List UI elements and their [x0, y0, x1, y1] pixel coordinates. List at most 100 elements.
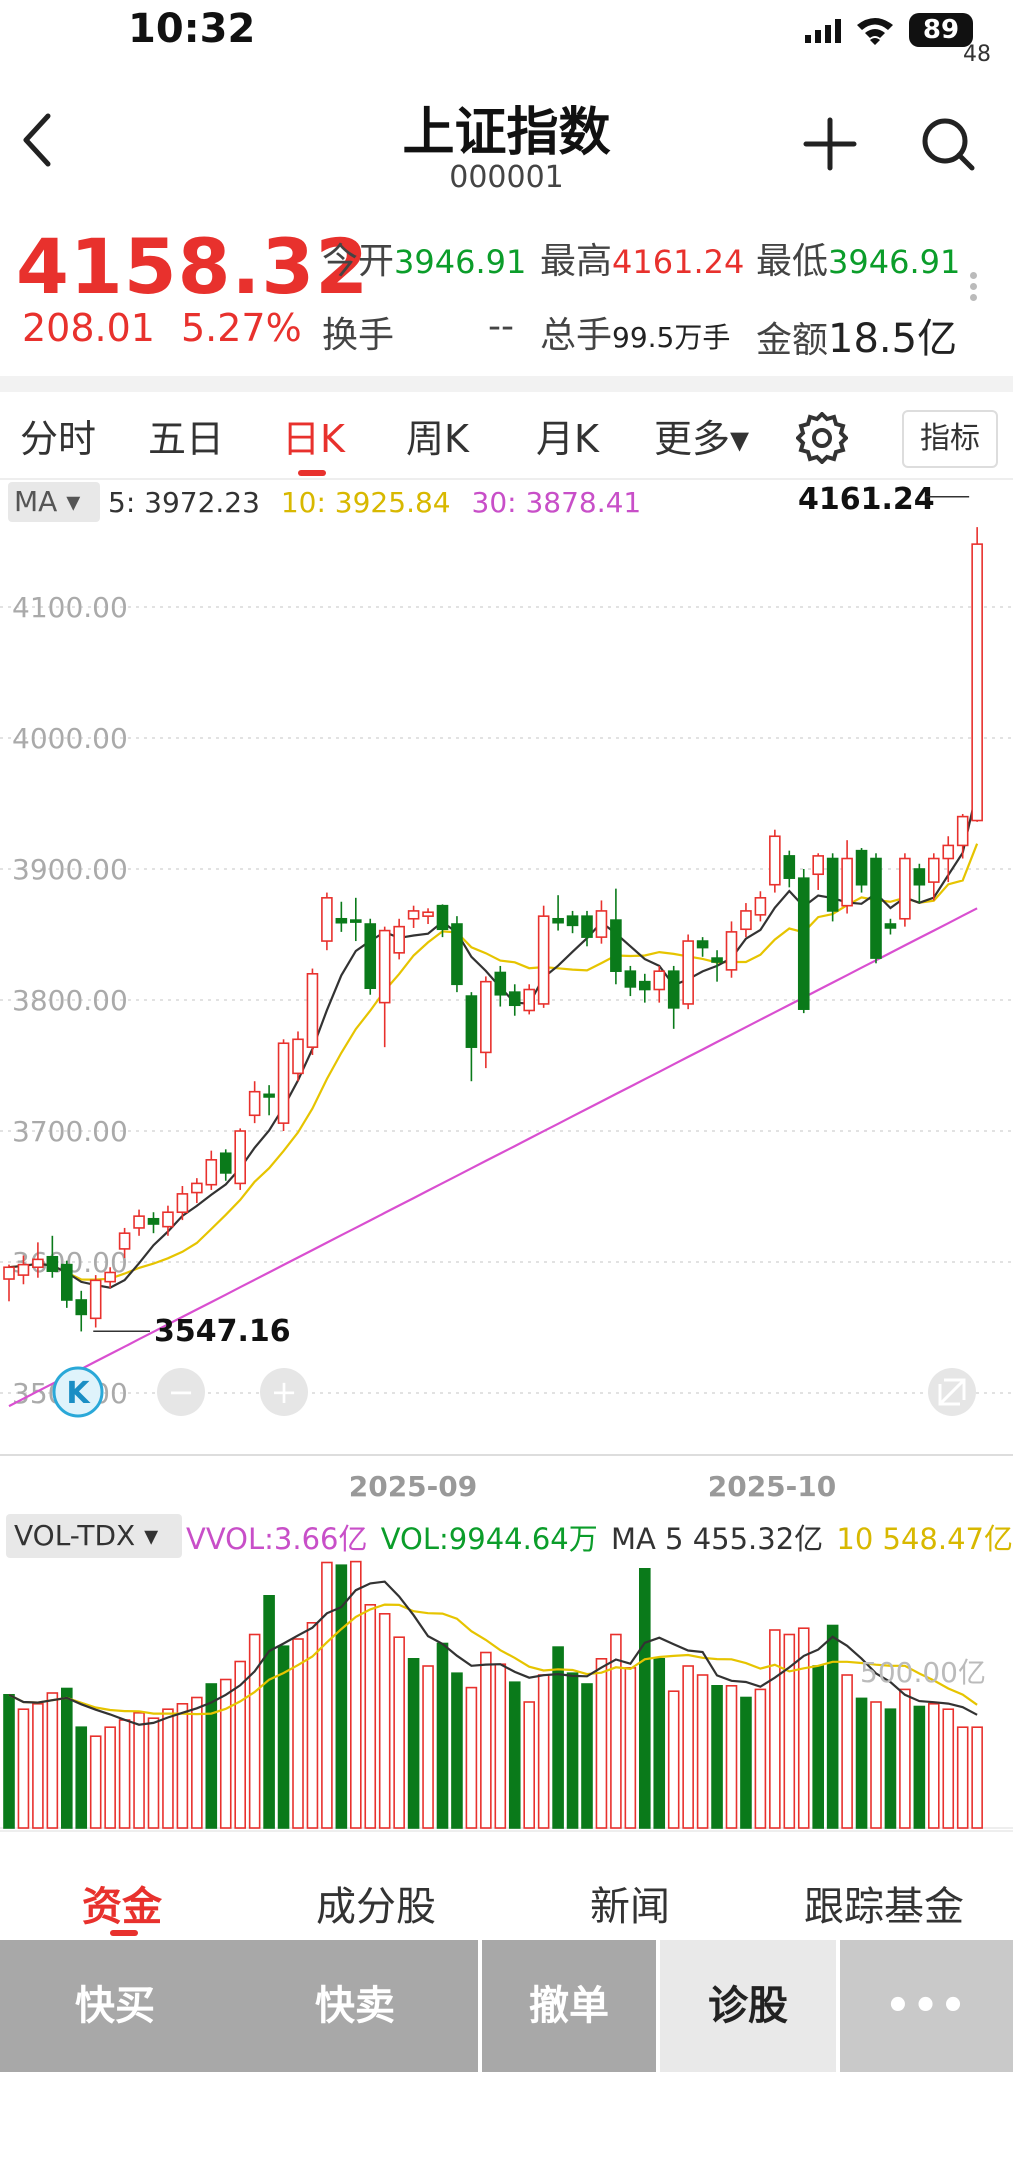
volume-bar-up	[147, 1717, 160, 1829]
vol-ma5-value: MA 5 455.32亿	[610, 1522, 824, 1556]
tab-news[interactable]: 新闻	[590, 1884, 670, 1930]
candle	[552, 895, 564, 931]
tab-five-day[interactable]: 五日	[148, 417, 225, 461]
candle	[812, 853, 825, 890]
cancel-order-button[interactable]: 撤单	[482, 1940, 656, 2072]
more-actions-button[interactable]: •••	[840, 1940, 1013, 2072]
search-icon[interactable]	[918, 114, 978, 174]
candle-body-down	[508, 991, 521, 1007]
k-logo-button[interactable]: K	[52, 1366, 104, 1418]
turnover-label: 换手	[322, 315, 395, 356]
volume-bar-up	[494, 1663, 507, 1829]
ma5-value: 5: 3972.23	[108, 486, 260, 519]
candle	[60, 1260, 73, 1308]
tab-funds[interactable]: 资金	[82, 1884, 162, 1930]
status-extra-label: 48	[963, 42, 991, 67]
zoom-in-button[interactable]: +	[260, 1368, 308, 1416]
diagnose-button[interactable]: 诊股	[660, 1940, 836, 2072]
tab-monthly-k[interactable]: 月K	[536, 417, 599, 461]
add-icon[interactable]	[800, 114, 860, 174]
candle-body-down	[913, 868, 926, 886]
gear-icon[interactable]	[796, 412, 848, 464]
candle-body-down	[884, 923, 897, 929]
tab-tracking-funds[interactable]: 跟踪基金	[804, 1884, 964, 1930]
low-value: 3946.91	[828, 243, 961, 281]
candle	[292, 1031, 304, 1082]
zoom-out-button[interactable]: −	[157, 1368, 205, 1416]
candle-body-down	[610, 919, 622, 972]
candle	[147, 1212, 160, 1234]
candle-body-down	[826, 857, 839, 912]
candle	[638, 973, 651, 1003]
candle-body-up	[3, 1266, 15, 1280]
candle	[364, 918, 377, 995]
volume-chart[interactable]: 500.00亿	[0, 1560, 1013, 1830]
candle-body-up	[292, 1038, 304, 1075]
more-stats-icon[interactable]	[970, 268, 980, 305]
candle-body-up	[162, 1211, 174, 1228]
volume-bar-up	[465, 1686, 478, 1829]
volume-bar-up	[118, 1719, 131, 1829]
tab-weekly-k[interactable]: 周K	[406, 417, 469, 461]
candle	[321, 892, 333, 951]
candle-body-up	[927, 857, 940, 883]
volume-bar-down	[75, 1726, 88, 1829]
candle-body-down	[797, 877, 810, 1010]
volume-legend: VVOL:3.66亿 VOL:9944.64万 MA 5 455.32亿 10 …	[186, 1516, 1013, 1558]
volume-bar-down	[451, 1672, 463, 1829]
kline-chart[interactable]: 4100.004000.003900.003800.003700.003600.…	[0, 480, 1013, 1510]
volume-bar-up	[797, 1627, 810, 1829]
indicator-button[interactable]: 指标	[902, 410, 998, 468]
back-icon[interactable]	[18, 110, 58, 170]
candle	[133, 1209, 145, 1236]
volume-indicator-dropdown[interactable]: VOL-TDX ▾	[6, 1514, 182, 1558]
zoom-in-icon-glyph: +	[271, 1373, 298, 1411]
candle-body-up	[523, 988, 536, 1012]
status-icons: 89	[805, 10, 973, 50]
vol-ma10-value: 10 548.47亿	[836, 1522, 1013, 1556]
volume-bar-down	[335, 1564, 348, 1829]
candle-body-up	[899, 857, 911, 920]
candle	[942, 836, 955, 883]
candle	[104, 1267, 116, 1289]
y-tick-label: 3900.00	[12, 853, 128, 886]
tab-intraday[interactable]: 分时	[20, 417, 97, 461]
candle-body-up	[682, 940, 694, 1005]
volume-bar-down	[581, 1683, 593, 1829]
candle-body-up	[769, 835, 781, 886]
volume-bar-up	[393, 1636, 405, 1829]
zoom-out-icon	[157, 1368, 205, 1416]
tab-constituents[interactable]: 成分股	[316, 1884, 436, 1930]
candle	[884, 918, 897, 935]
volume-bar-up	[248, 1633, 261, 1829]
candle	[667, 965, 680, 1029]
candle	[927, 853, 940, 901]
candle	[740, 903, 752, 938]
y-tick-label: 4000.00	[12, 722, 128, 755]
candle-body-up	[956, 815, 969, 847]
candle	[436, 904, 449, 938]
candle-body-down	[349, 919, 362, 923]
quick-buy-button[interactable]: 快买	[75, 1983, 155, 2029]
volume-bar-down	[3, 1694, 15, 1829]
volume-bar-up	[956, 1726, 969, 1829]
candle	[508, 984, 521, 1016]
volume-bar-up	[899, 1688, 911, 1829]
volume-bar-up	[292, 1638, 304, 1829]
tab-more[interactable]: 更多▾	[654, 417, 750, 461]
volume-bar-up	[595, 1658, 608, 1829]
candle-body-down	[696, 940, 709, 949]
ma-indicator-dropdown[interactable]: MA ▾	[8, 482, 100, 522]
fullscreen-button[interactable]	[928, 1368, 976, 1416]
candle-body-up	[942, 844, 955, 860]
zoom-in-icon	[260, 1368, 308, 1416]
candle-body-down	[711, 957, 723, 963]
candle-body-up	[248, 1090, 261, 1117]
volume-bar-up	[624, 1667, 637, 1829]
tab-daily-k[interactable]: 日K	[282, 417, 345, 461]
candle-body-up	[393, 925, 405, 954]
candle	[451, 916, 463, 993]
candle-body-up	[841, 857, 853, 907]
volume-bar-down	[60, 1687, 73, 1829]
quick-sell-button[interactable]: 快卖	[315, 1983, 395, 2029]
